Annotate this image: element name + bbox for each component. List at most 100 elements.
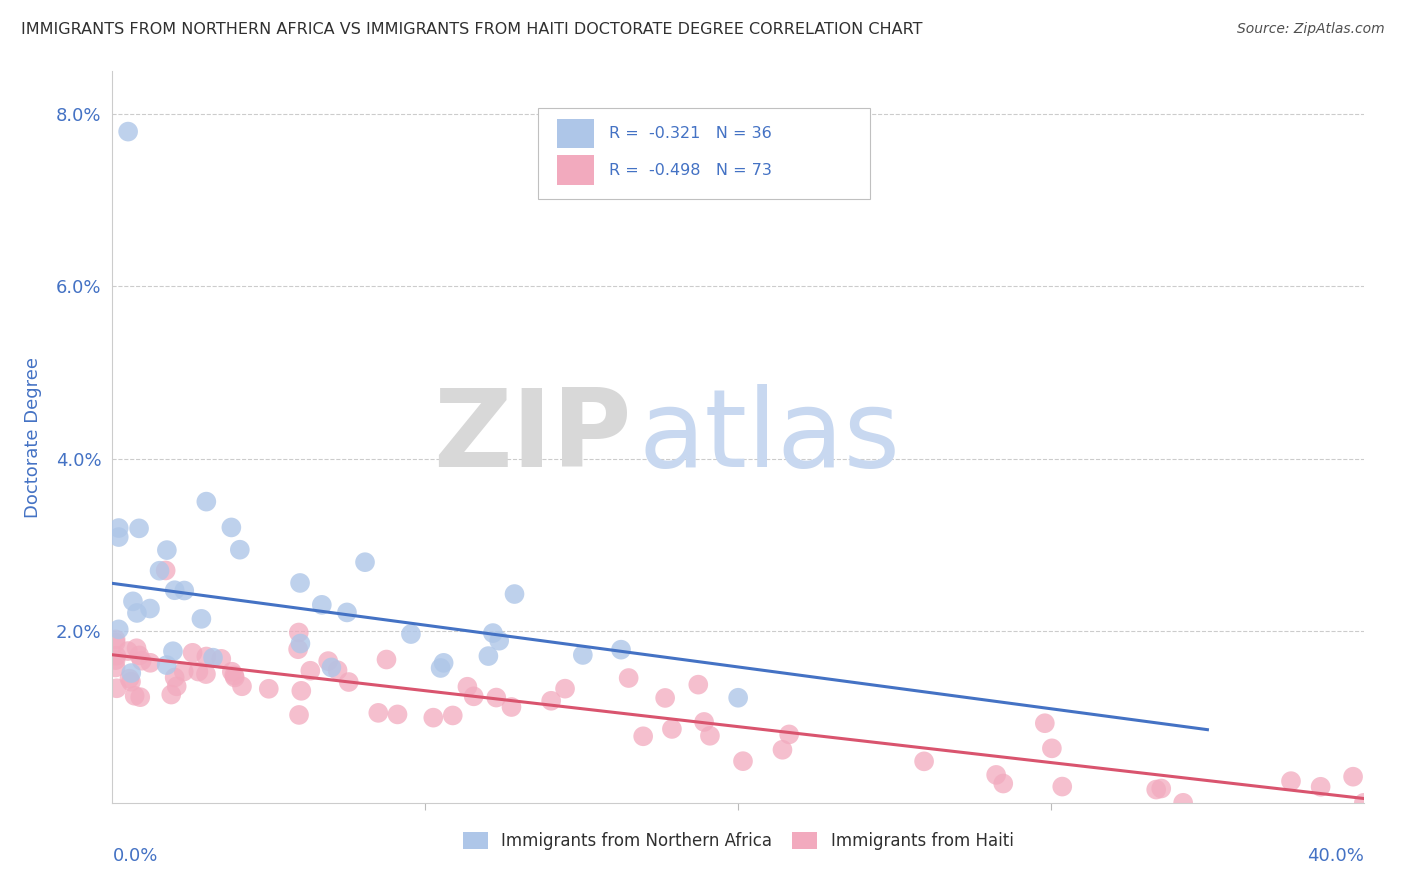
Y-axis label: Doctorate Degree: Doctorate Degree (24, 357, 42, 517)
Point (290, 636, 312, 650)
Point (354, 555, 377, 569)
Text: 0.0%: 0.0% (112, 847, 157, 864)
Point (422, 711, 444, 725)
Point (173, 583, 195, 598)
Point (124, 689, 146, 703)
Point (187, 665, 209, 679)
Point (160, 688, 183, 702)
Point (554, 681, 576, 696)
Point (202, 650, 225, 665)
Point (429, 661, 451, 675)
Point (1341, 770, 1364, 784)
Point (195, 649, 218, 664)
Point (221, 665, 243, 679)
Point (375, 652, 398, 666)
Point (699, 729, 721, 743)
Point (156, 658, 179, 673)
Point (288, 576, 311, 591)
Point (463, 690, 485, 704)
Point (1171, 796, 1194, 810)
Point (139, 656, 162, 670)
Point (661, 722, 683, 736)
Point (1402, 796, 1406, 810)
Point (231, 679, 253, 693)
Point (540, 694, 562, 708)
Point (224, 668, 246, 682)
Point (148, 564, 170, 578)
Point (326, 663, 349, 677)
Point (122, 594, 145, 608)
Point (477, 649, 499, 664)
Point (120, 674, 142, 689)
Point (399, 627, 422, 641)
Point (456, 680, 478, 694)
Point (488, 633, 510, 648)
Point (336, 606, 359, 620)
Point (104, 632, 127, 647)
Point (1150, 781, 1173, 796)
Point (104, 635, 127, 649)
Point (257, 681, 280, 696)
Point (190, 612, 212, 626)
Point (1309, 780, 1331, 794)
Point (503, 587, 526, 601)
Text: R =  -0.498   N = 73: R = -0.498 N = 73 (609, 162, 772, 178)
Point (162, 644, 184, 658)
Point (125, 606, 148, 620)
Point (654, 690, 676, 705)
Point (482, 626, 505, 640)
Point (993, 776, 1015, 790)
Point (209, 652, 232, 666)
Point (105, 681, 128, 696)
Legend: Immigrants from Northern Africa, Immigrants from Haiti: Immigrants from Northern Africa, Immigra… (456, 825, 1021, 856)
Point (107, 521, 129, 535)
Point (1052, 780, 1074, 794)
Point (572, 648, 595, 662)
Point (224, 670, 246, 684)
Point (693, 714, 716, 729)
Point (631, 729, 654, 743)
Point (166, 679, 188, 693)
Point (156, 543, 179, 558)
Point (173, 665, 195, 679)
Point (290, 683, 312, 698)
Point (131, 654, 153, 668)
Point (221, 520, 243, 534)
Point (311, 598, 333, 612)
Point (617, 671, 640, 685)
FancyBboxPatch shape (538, 108, 869, 200)
Point (139, 601, 162, 615)
Point (688, 678, 710, 692)
Text: 40.0%: 40.0% (1308, 847, 1364, 864)
Text: ZIP: ZIP (433, 384, 631, 490)
Point (485, 690, 508, 705)
Point (118, 672, 141, 686)
Point (1033, 716, 1056, 731)
Point (778, 727, 800, 741)
FancyBboxPatch shape (557, 155, 595, 185)
Text: IMMIGRANTS FROM NORTHERN AFRICA VS IMMIGRANTS FROM HAITI DOCTORATE DEGREE CORREL: IMMIGRANTS FROM NORTHERN AFRICA VS IMMIG… (21, 22, 922, 37)
Point (117, 644, 139, 658)
Point (337, 675, 360, 690)
Point (501, 700, 523, 714)
Point (128, 521, 150, 535)
Point (163, 671, 186, 685)
Point (299, 664, 322, 678)
Point (194, 667, 217, 681)
Point (104, 653, 127, 667)
Point (387, 707, 409, 722)
Point (367, 706, 389, 720)
Point (195, 494, 218, 508)
Point (288, 707, 311, 722)
Point (155, 564, 177, 578)
Text: R =  -0.321   N = 36: R = -0.321 N = 36 (609, 126, 772, 141)
Point (1353, 796, 1375, 810)
Point (321, 660, 343, 674)
Point (441, 708, 464, 723)
Text: atlas: atlas (638, 384, 900, 490)
Point (1040, 741, 1063, 756)
FancyBboxPatch shape (557, 119, 595, 148)
Point (287, 642, 309, 657)
Point (912, 755, 935, 769)
Point (181, 646, 204, 660)
